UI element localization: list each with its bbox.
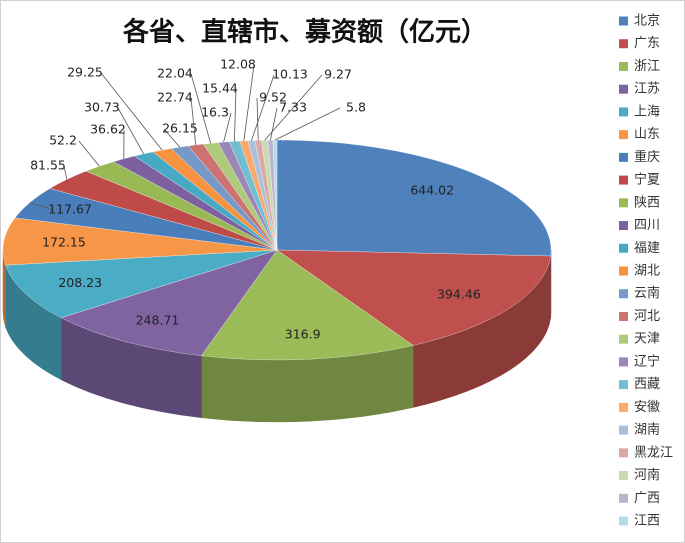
legend-swatch [619,380,628,390]
leader-line [29,202,55,211]
legend-label: 黑龙江 [634,445,673,460]
legend-swatch [619,334,628,344]
legend-label: 山东 [634,127,660,142]
legend-label: 辽宁 [634,353,660,369]
data-label: 81.55 [30,158,66,173]
data-label: 394.46 [437,287,481,302]
legend-label: 河南 [634,467,660,483]
legend-label: 河北 [634,309,660,324]
pie-sides [2,249,552,423]
data-label: 644.02 [410,183,454,198]
data-label: 22.74 [157,90,193,105]
legend-label: 天津 [634,332,660,347]
legend-label: 江苏 [634,81,660,97]
slice [201,249,414,361]
legend-swatch [619,61,628,71]
data-label: 10.13 [272,67,308,82]
slice [5,249,278,318]
data-label: 29.25 [67,65,103,80]
legend-label: 湖南 [634,422,660,438]
leader-line [243,64,255,141]
data-label: 7.33 [279,100,307,115]
leader-line [270,107,278,141]
data-label: 30.73 [84,100,120,115]
data-label: 26.15 [162,121,198,136]
legend-label: 重庆 [634,149,660,165]
legend-swatch [619,175,628,185]
legend-swatch [619,425,628,435]
legend-label: 宁夏 [634,172,660,188]
leader-line [190,73,212,144]
data-label: 172.15 [42,235,86,250]
data-label: 16.3 [201,105,229,120]
legend-label: 福建 [634,241,660,256]
legend-label: 陕西 [634,195,660,210]
pie-tops [2,139,552,361]
leader-line [256,97,259,141]
legend-swatch [619,243,628,253]
leader-line [78,140,100,167]
legend-swatch [619,448,628,458]
legend-label: 四川 [634,218,660,233]
legend-label: 浙江 [634,59,660,74]
legend-swatch [619,289,628,299]
legend-label: 广西 [634,491,660,506]
leader-line [63,165,68,180]
legend-swatch [619,84,628,94]
leader-line [223,112,232,143]
legend-label: 西藏 [634,377,660,392]
data-label: 22.04 [157,66,193,81]
legend-swatch [619,130,628,140]
legend-swatch [619,152,628,162]
leader-line [163,128,181,148]
data-label: 52.2 [49,133,77,148]
legend-swatch [619,107,628,117]
legend-label: 北京 [634,14,660,29]
data-label: 248.71 [136,313,180,328]
legend-swatch [619,516,628,526]
data-label: 117.67 [48,202,92,217]
legend: 北京广东浙江江苏上海山东重庆宁夏陕西四川福建湖北云南河北天津辽宁西藏安徽湖南黑龙… [619,14,673,529]
leader-line [190,97,197,145]
legend-label: 安徽 [634,400,660,415]
legend-label: 湖北 [634,264,660,279]
legend-swatch [619,16,628,26]
legend-swatch [619,311,628,321]
legend-label: 广东 [634,36,660,51]
chart-title: 各省、直辖市、募资额（亿元） [122,17,487,48]
legend-swatch [619,493,628,503]
legend-swatch [619,357,628,367]
data-label: 316.9 [285,327,321,342]
data-label: 5.8 [346,100,366,115]
slice [276,139,552,257]
data-label: 208.23 [58,275,102,290]
legend-swatch [619,471,628,481]
data-label: 15.44 [202,81,238,96]
data-label: 9.52 [259,90,287,105]
legend-swatch [619,221,628,231]
leader-line [251,74,275,141]
leader-line [117,107,144,155]
leader-line [100,72,163,151]
data-label: 12.08 [220,57,256,72]
leader-line [233,88,237,142]
legend-label: 上海 [634,104,660,119]
legend-swatch [619,39,628,49]
slice [276,249,551,346]
legend-swatch [619,402,628,412]
legend-label: 云南 [634,285,660,301]
legend-label: 江西 [634,514,660,529]
slice [60,249,278,356]
data-labels: 644.02 394.46 316.9 248.71 208.23 172.15 117.6… [29,57,481,342]
data-label: 36.62 [90,122,126,137]
slice [2,217,278,266]
data-label: 9.27 [324,67,352,82]
leader-line [264,74,323,141]
legend-swatch [619,266,628,276]
legend-swatch [619,198,628,208]
leader-line [274,107,341,141]
